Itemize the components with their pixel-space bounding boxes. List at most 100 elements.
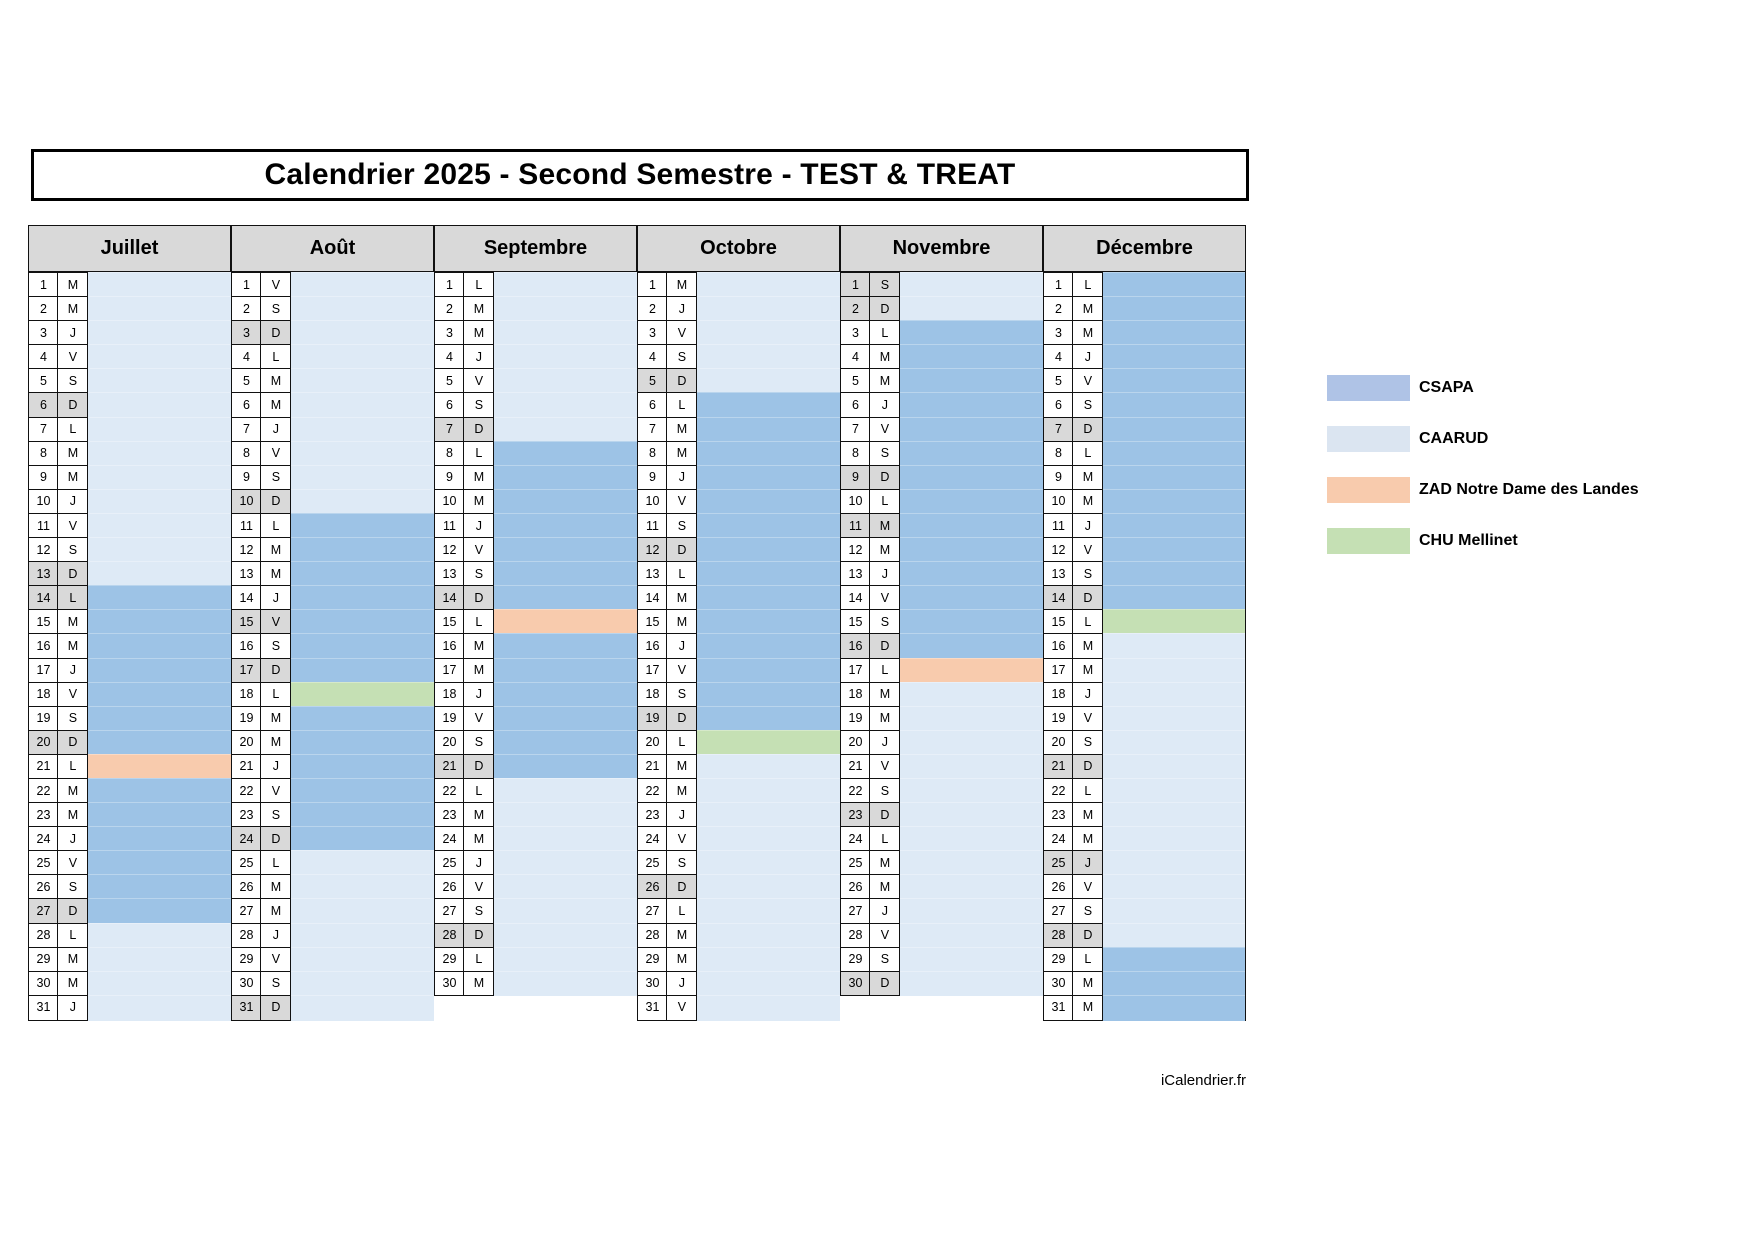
day-letter: S [463,561,495,587]
day-row: 29 M [28,946,231,973]
title-box: Calendrier 2025 - Second Semestre - TEST… [31,149,1249,201]
day-number: 18 [231,681,262,708]
month-header: Octobre [637,225,840,272]
day-letter: S [1072,392,1104,419]
day-number: 23 [28,802,59,828]
day-letter: J [666,464,698,491]
day-row: 30 M [1043,970,1246,997]
day-row: 18 M [840,681,1043,708]
day-highlight-caarud [697,850,840,876]
day-letter: M [57,272,89,298]
day-highlight-caarud [88,320,231,346]
day-letter: M [57,946,89,973]
legend: CSAPA CAARUD ZAD Notre Dame des Landes CHU … [1327,375,1639,579]
day-row: 19 V [1043,705,1246,732]
day-letter: V [1072,705,1104,732]
day-number: 2 [637,296,668,322]
day-number: 20 [434,729,465,756]
day-row: 14 D [1043,585,1246,611]
day-letter: M [463,320,495,346]
day-highlight-caarud [900,681,1043,708]
day-highlight-caarud [291,994,434,1021]
day-number: 4 [231,344,262,370]
day-number: 26 [637,874,668,901]
day-number: 21 [231,753,262,780]
day-highlight-csapa [291,826,434,852]
day-number: 9 [1043,464,1074,491]
day-row: 26 M [840,874,1043,901]
day-number: 13 [28,561,59,587]
day-number: 30 [434,970,465,997]
day-row: 16 M [434,633,637,660]
day-number: 5 [637,368,668,395]
day-row: 26 M [231,874,434,901]
day-highlight-caarud [1103,850,1246,876]
legend-swatch [1327,477,1410,503]
day-number: 30 [637,970,668,997]
month-rows: 1 V 2 S 3 D 4 L 5 M 6 M 7 J 8 V 9 S 10 D 11 L 12 M 13 M 14 J 15 V 16 S 1… [231,272,434,1021]
day-number: 23 [840,802,871,828]
day-letter: V [463,705,495,732]
day-letter: J [57,488,89,515]
day-letter: S [666,850,698,876]
day-highlight-chu [697,729,840,756]
day-number: 19 [231,705,262,732]
day-letter: D [666,537,698,563]
month-column-septembre: Septembre 1 L 2 M 3 M 4 J 5 V 6 S 7 D 8 L 9 M 10 M 11 J 12 V 13 S 1… [434,225,637,1021]
day-row: 24 M [434,826,637,852]
day-letter: D [260,826,292,852]
day-number: 22 [637,777,668,804]
day-highlight-csapa [697,561,840,587]
day-letter: L [869,826,901,852]
day-row: 23 J [637,802,840,828]
day-highlight-caarud [1103,657,1246,684]
day-number: 24 [231,826,262,852]
day-letter: M [260,537,292,563]
day-number: 22 [28,777,59,804]
day-row: 17 M [434,657,637,684]
day-row: 25 S [637,850,840,876]
day-row: 16 D [840,633,1043,660]
day-highlight-csapa [88,777,231,804]
day-row: 28 V [840,922,1043,949]
day-number: 5 [28,368,59,395]
day-row: 19 M [231,705,434,732]
day-number: 15 [231,609,262,635]
day-row: 19 M [840,705,1043,732]
day-highlight-csapa [1103,344,1246,370]
day-number: 13 [434,561,465,587]
day-row: 26 V [1043,874,1246,901]
day-highlight-caarud [291,464,434,491]
day-number: 17 [28,657,59,684]
day-letter: M [463,633,495,660]
day-highlight-csapa [900,416,1043,443]
day-highlight-caarud [697,970,840,997]
day-number: 18 [28,681,59,708]
day-letter: L [463,440,495,467]
day-letter: D [1072,416,1104,443]
day-row: 21 L [28,753,231,780]
day-number: 14 [434,585,465,611]
day-highlight-caarud [494,296,637,322]
day-row: 31 D [231,994,434,1021]
day-highlight-caarud [697,802,840,828]
day-number: 11 [434,512,465,539]
day-row: 10 M [1043,488,1246,515]
day-number: 28 [28,922,59,949]
day-letter: M [463,464,495,491]
legend-swatch [1327,375,1410,401]
day-row: 19 S [28,705,231,732]
day-highlight-caarud [697,898,840,925]
day-row: 17 V [637,657,840,684]
day-row: 21 J [231,753,434,780]
day-number: 1 [840,272,871,298]
month-column-août: Août 1 V 2 S 3 D 4 L 5 M 6 M 7 J 8 V 9 S 10 D 11 L 12 M 13 M 14 J 15 V… [231,225,434,1021]
day-number: 20 [840,729,871,756]
day-highlight-caarud [1103,922,1246,949]
